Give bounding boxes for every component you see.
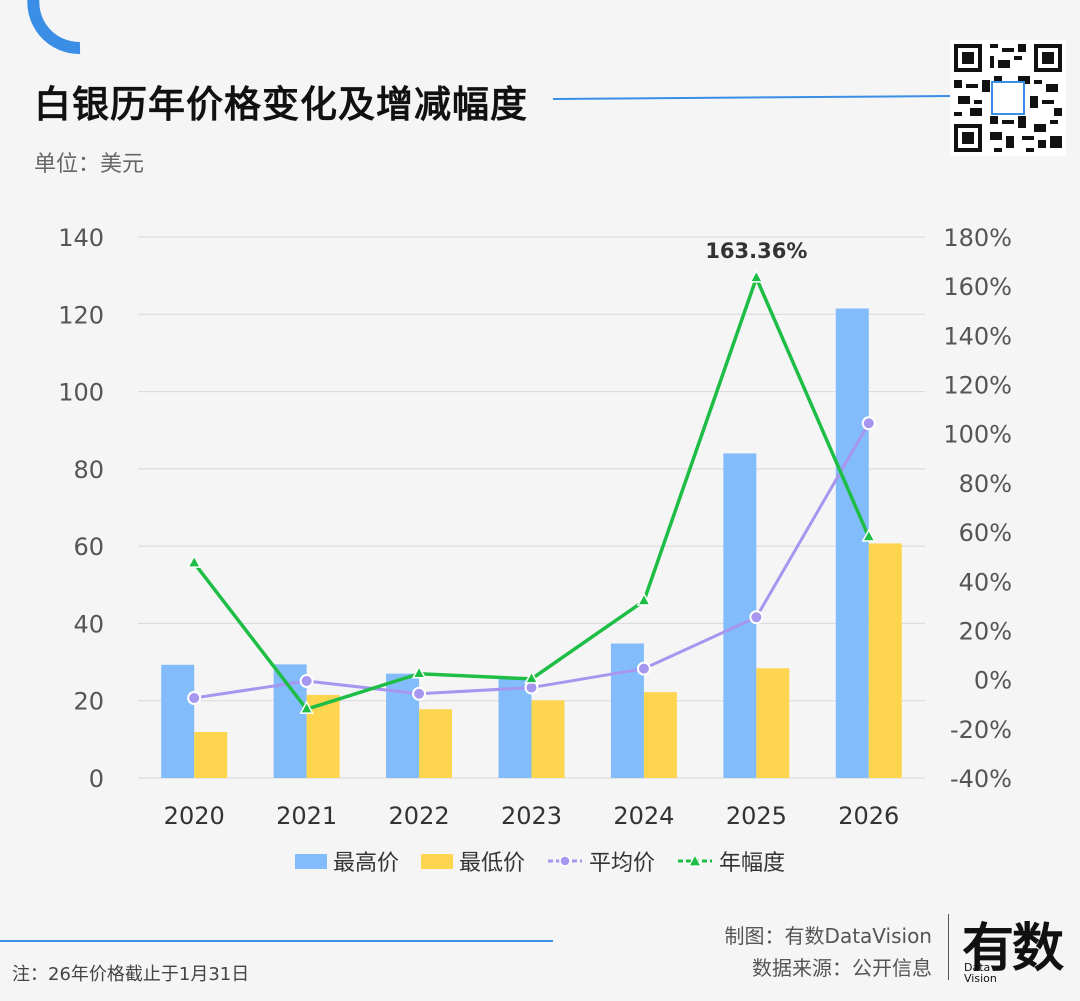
datavision-logo: 有数 Data Vision — [960, 906, 1064, 988]
x-tick-label: 2024 — [613, 802, 674, 830]
title-accent-line — [552, 95, 951, 100]
bar-low — [643, 692, 677, 778]
credits: 制图：有数DataVision 数据来源：公开信息 — [725, 920, 932, 984]
x-tick-label: 2025 — [726, 802, 787, 830]
bars — [161, 308, 902, 778]
y-left-tick-label: 40 — [73, 610, 104, 638]
avg-point — [749, 610, 764, 625]
y-right-tick-label: 60% — [959, 519, 1012, 547]
legend-swatch-high — [294, 853, 327, 869]
grid-lines — [138, 236, 925, 779]
change-line — [192, 276, 871, 711]
y-left-tick-label: 120 — [58, 301, 104, 329]
footnote: 注：26年价格截止于1月31日 — [12, 964, 250, 985]
bar-low — [531, 700, 565, 778]
right-axis-ticks: -40% -20% 0% 20% 40% 60% 80% 100% 120% 140% 160% 18… — [943, 224, 1012, 793]
avg-point — [636, 661, 651, 676]
page-title: 白银历年价格变化及增减幅度 — [34, 83, 528, 126]
bar-low — [756, 668, 790, 778]
legend: 最高价 最低价 平均价 年幅度 — [0, 845, 1080, 877]
avg-point — [299, 674, 314, 689]
bar-low — [419, 709, 453, 778]
logo-en-line-2: Vision — [964, 972, 997, 985]
logo-cn-text: 有数 — [962, 919, 1064, 979]
x-tick-label: 2026 — [838, 802, 899, 830]
change-point — [749, 269, 764, 283]
legend-label-avg: 平均价 — [589, 851, 656, 876]
qr-code-icon — [950, 40, 1066, 156]
y-left-tick-label: 20 — [73, 688, 104, 716]
x-tick-label: 2020 — [164, 802, 225, 830]
bar-low — [868, 543, 902, 778]
avg-line — [193, 422, 871, 700]
change-point — [524, 670, 539, 684]
y-right-tick-label: 40% — [959, 568, 1012, 596]
x-axis-ticks: 2020 2021 2022 2023 2024 2025 2026 — [164, 802, 900, 830]
lines — [186, 269, 877, 714]
legend-item-high: 最高价 — [294, 845, 399, 877]
legend-item-low: 最低价 — [420, 845, 525, 877]
y-left-tick-label: 100 — [58, 379, 104, 407]
unit-label: 单位：美元 — [34, 152, 145, 177]
x-tick-label: 2022 — [389, 802, 450, 830]
note-accent-line — [0, 940, 553, 942]
y-right-tick-label: -40% — [950, 765, 1012, 793]
change-point — [636, 592, 652, 606]
y-right-tick-label: 160% — [943, 273, 1012, 301]
bar-high — [498, 677, 532, 778]
source-text: 数据来源：公开信息 — [752, 956, 932, 980]
legend-swatch-low — [420, 853, 453, 869]
change-point — [861, 528, 877, 542]
legend-swatch-avg — [548, 855, 582, 867]
y-left-tick-label: 140 — [58, 224, 104, 252]
avg-point — [187, 691, 202, 706]
change-point — [299, 700, 314, 714]
y-right-tick-label: 180% — [943, 224, 1012, 252]
y-right-tick-label: 100% — [943, 421, 1012, 449]
change-point — [186, 554, 202, 568]
y-right-tick-label: 140% — [943, 322, 1012, 350]
bar-high — [161, 664, 195, 778]
legend-swatch-change — [678, 853, 713, 867]
legend-label-high: 最高价 — [332, 851, 399, 876]
legend-item-change: 年幅度 — [677, 845, 785, 877]
legend-label-change: 年幅度 — [719, 851, 786, 876]
y-right-tick-label: -20% — [950, 716, 1012, 744]
avg-point — [412, 686, 427, 701]
bar-high — [835, 308, 869, 778]
y-left-tick-label: 80 — [73, 456, 104, 484]
y-right-tick-label: 0% — [974, 667, 1012, 695]
bar-low — [194, 732, 228, 778]
x-tick-label: 2021 — [276, 802, 337, 830]
left-axis-ticks: 0 20 40 60 80 100 120 140 — [58, 224, 104, 793]
x-tick-label: 2023 — [501, 802, 562, 830]
logo-en-text: Data Vision — [964, 962, 997, 984]
change-point — [411, 665, 427, 679]
annotation-group: 163.36% — [705, 239, 807, 263]
legend-label-low: 最低价 — [458, 851, 525, 876]
y-right-tick-label: 20% — [959, 617, 1012, 645]
silver-price-chart: 0 20 40 60 80 100 120 140 -40% -20% 0% 20% 40% 60% 80… — [58, 224, 1012, 830]
made-by-text: 制图：有数DataVision — [724, 924, 932, 948]
y-right-tick-label: 120% — [943, 372, 1012, 400]
y-right-tick-label: 80% — [959, 470, 1012, 498]
credits-divider — [948, 914, 949, 980]
y-left-tick-label: 60 — [73, 533, 104, 561]
avg-point — [861, 416, 876, 431]
legend-item-avg: 平均价 — [547, 845, 655, 877]
logo-en-line-1: Data — [964, 961, 991, 974]
y-left-tick-label: 0 — [89, 765, 104, 793]
corner-arc-decoration — [27, 0, 81, 55]
peak-annotation: 163.36% — [705, 239, 807, 263]
